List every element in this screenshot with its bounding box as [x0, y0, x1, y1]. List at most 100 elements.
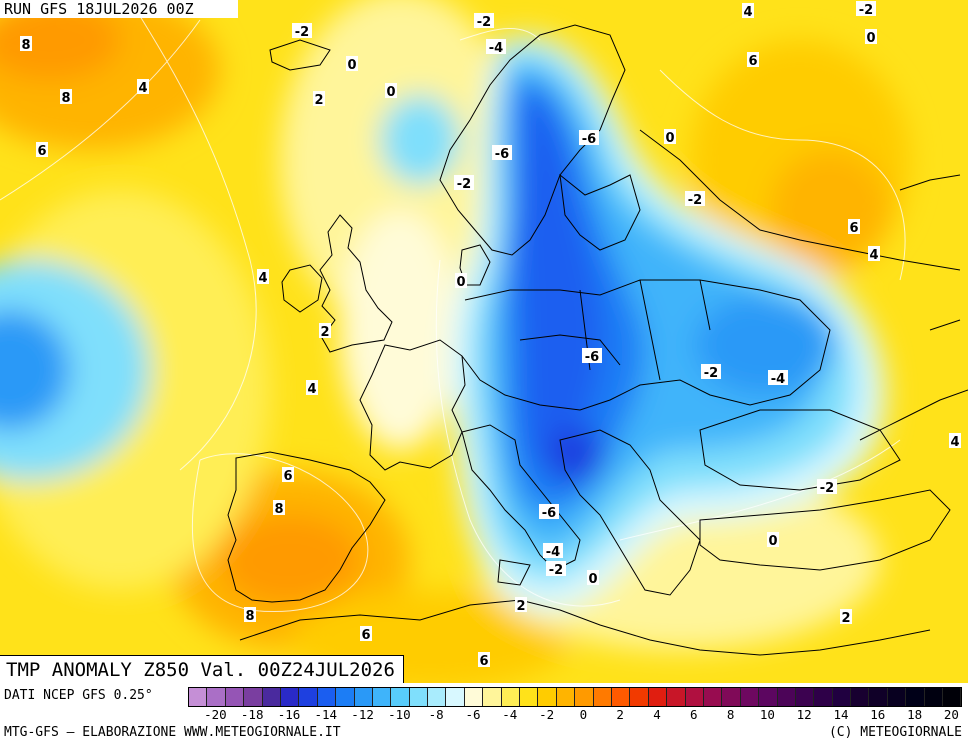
contour-label: 0 [588, 572, 597, 587]
legend-swatch [262, 688, 281, 706]
contour-label-bg [546, 561, 566, 576]
contour-label: -2 [295, 25, 309, 40]
contour-label-bg [244, 607, 256, 622]
legend-swatch [740, 688, 760, 706]
legend-swatch [501, 688, 521, 706]
contour-label: 0 [456, 275, 465, 290]
contour-label: 6 [479, 654, 488, 669]
legend-swatch [336, 688, 355, 706]
contour-label: 0 [347, 58, 356, 73]
contour-label-bg [515, 597, 527, 612]
legend-swatch [299, 688, 318, 706]
contour-label: 0 [866, 31, 875, 46]
legend-swatch [464, 688, 484, 706]
contour-label-bg [579, 130, 599, 145]
contour-label-bg [949, 433, 961, 448]
contour-label: -6 [582, 132, 596, 147]
legend-swatch [538, 688, 557, 706]
legend-swatch [703, 688, 723, 706]
contour-label-bg [273, 500, 285, 515]
contour-label: 6 [748, 54, 757, 69]
contour-label: -4 [771, 372, 785, 387]
contour-label-bg [742, 3, 754, 18]
contour-label-bg [474, 13, 494, 28]
contour-label-bg [20, 36, 32, 51]
legend-swatch [924, 688, 944, 706]
legend-swatch [225, 688, 245, 706]
legend-swatch [207, 688, 226, 706]
contour-label-bg [257, 269, 269, 284]
legend-swatch [851, 688, 870, 706]
legend-tick-label: -16 [277, 707, 301, 722]
contour-label: -6 [495, 147, 509, 162]
contour-label: 8 [274, 502, 283, 517]
contour-label-bg [486, 39, 506, 54]
run-label: RUN GFS 18JUL2026 00Z [0, 0, 238, 18]
legend-swatch [409, 688, 429, 706]
contour-label-bg [360, 626, 372, 641]
legend-swatch [630, 688, 649, 706]
legend-swatch [777, 688, 796, 706]
contour-label: 8 [61, 91, 70, 106]
legend-tick-label: 2 [616, 707, 624, 722]
legend-swatch [795, 688, 815, 706]
contour-label: -2 [820, 481, 834, 496]
color-scale-legend [188, 687, 963, 707]
contour-label: 0 [386, 85, 395, 100]
contour-label-bg [701, 364, 721, 379]
legend-swatch [611, 688, 631, 706]
legend-swatch [428, 688, 447, 706]
legend-swatch [667, 688, 686, 706]
contour-label-bg [137, 79, 149, 94]
map-title: TMP ANOMALY Z850 Val. 00Z24JUL2026 [0, 655, 404, 684]
contour-label-bg [856, 1, 876, 16]
contour-label: 4 [743, 5, 752, 20]
contour-label: 8 [21, 38, 30, 53]
contour-label-bg [840, 609, 852, 624]
legend-swatch [244, 688, 263, 706]
contour-label-bg [385, 83, 397, 98]
contour-label: -2 [688, 193, 702, 208]
legend-tick-label: 20 [943, 707, 959, 722]
legend-swatch [483, 688, 502, 706]
legend-tick-label: -14 [314, 707, 338, 722]
legend-swatch [354, 688, 373, 706]
contour-label: 2 [314, 93, 323, 108]
contour-label-bg [539, 504, 559, 519]
contour-label-bg [582, 348, 602, 363]
contour-label-bg [685, 191, 705, 206]
contour-label-bg [747, 52, 759, 67]
contour-label-bg [346, 56, 358, 71]
legend-swatch [722, 688, 741, 706]
contour-label-bg [292, 23, 312, 38]
legend-tick-label: -20 [204, 707, 227, 722]
legend-tick-label: 10 [759, 707, 775, 722]
legend-swatch [280, 688, 300, 706]
legend-tick-label: -12 [351, 707, 374, 722]
contour-label-bg [478, 652, 490, 667]
contour-label: -4 [546, 545, 560, 560]
legend-swatch [685, 688, 704, 706]
contour-label: 2 [841, 611, 850, 626]
contour-label-bg [865, 29, 877, 44]
contour-label: 6 [283, 469, 292, 484]
contour-label: -2 [704, 366, 718, 381]
legend-tick-label: -10 [388, 707, 411, 722]
contour-label: 4 [258, 271, 267, 286]
legend-swatch [648, 688, 668, 706]
contour-label-bg [454, 175, 474, 190]
contour-label: 4 [950, 435, 959, 450]
legend-swatch [189, 688, 208, 706]
legend-tick-label: -2 [539, 707, 555, 722]
contour-label: -2 [477, 15, 491, 30]
contour-label: -2 [549, 563, 563, 578]
legend-swatch [593, 688, 612, 706]
legend-tick-label: 8 [726, 707, 735, 722]
legend-swatch [869, 688, 888, 706]
contour-label-bg [543, 543, 563, 558]
legend-swatch [906, 688, 925, 706]
contour-label-bg [767, 532, 779, 547]
contour-label-bg [848, 219, 860, 234]
legend-tick-label: 18 [907, 707, 923, 722]
data-source-label: DATI NCEP GFS 0.25° [4, 688, 153, 703]
